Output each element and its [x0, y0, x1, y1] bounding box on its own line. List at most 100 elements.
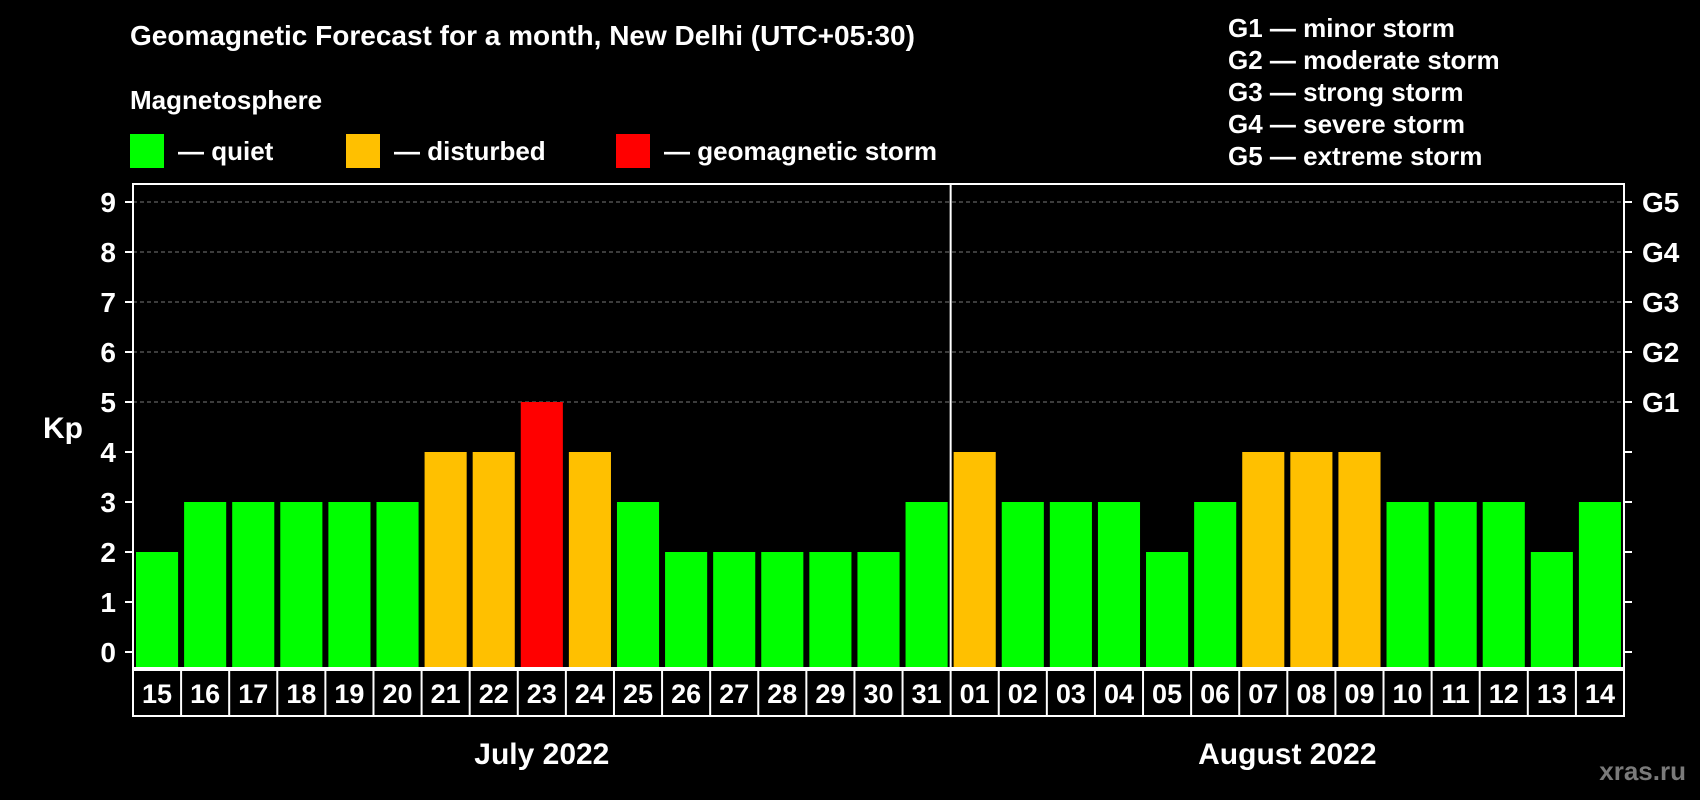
y-tick-label-9: 9 [100, 187, 116, 218]
legend-label-disturbed: — disturbed [394, 135, 546, 166]
x-tick-label-6: 21 [431, 679, 461, 709]
y-tick-label-0: 0 [100, 637, 116, 668]
bar-18 [1001, 502, 1044, 668]
x-tick-label-11: 26 [671, 679, 701, 709]
plot-frame [132, 183, 1625, 669]
bar-9 [568, 452, 611, 668]
x-tick-label-30: 14 [1585, 679, 1615, 709]
g-scale-item-g1: G1 — minor storm [1228, 13, 1455, 43]
legend-swatch-storm [616, 134, 650, 168]
x-tick-label-9: 24 [575, 679, 605, 709]
chart-title: Geomagnetic Forecast for a month, New De… [130, 20, 915, 51]
x-tick-label-7: 22 [479, 679, 509, 709]
bar-14 [809, 552, 852, 668]
x-tick-label-21: 05 [1152, 679, 1182, 709]
x-tick-label-0: 15 [142, 679, 172, 709]
y-tick-label-1: 1 [100, 587, 116, 618]
right-tick-label-g2: G2 [1642, 337, 1679, 368]
bar-10 [616, 502, 660, 668]
legend-swatch-disturbed [346, 134, 380, 168]
bar-28 [1482, 502, 1525, 668]
x-tick-label-5: 20 [383, 679, 413, 709]
bar-13 [761, 552, 804, 668]
x-tick-label-4: 19 [334, 679, 364, 709]
y-tick-label-6: 6 [100, 337, 116, 368]
g-scale-item-g4: G4 — severe storm [1228, 109, 1466, 139]
bar-6 [424, 452, 467, 668]
bar-25 [1338, 452, 1381, 668]
bar-12 [713, 552, 756, 668]
legend-item-quiet: — quiet [130, 134, 273, 168]
right-tick-label-g4: G4 [1642, 237, 1680, 268]
y-tick-label-2: 2 [100, 537, 116, 568]
x-tick-label-15: 30 [863, 679, 893, 709]
bar-3 [280, 502, 323, 668]
y-tick-label-4: 4 [100, 437, 116, 468]
bar-19 [1049, 502, 1092, 668]
x-tick-label-14: 29 [815, 679, 845, 709]
g-scale-item-g5: G5 — extreme storm [1228, 141, 1483, 171]
x-tick-label-16: 31 [912, 679, 942, 709]
x-tick-label-20: 04 [1104, 679, 1134, 709]
x-tick-label-2: 17 [238, 679, 268, 709]
bar-11 [665, 552, 708, 668]
y-tick-label-8: 8 [100, 237, 116, 268]
magnetosphere-label: Magnetosphere [130, 85, 323, 115]
g-scale-legend: G1 — minor storm G2 — moderate storm G3 … [1228, 12, 1500, 172]
right-tick-label-g1: G1 [1642, 387, 1679, 418]
y-tick-label-7: 7 [100, 287, 116, 318]
x-tick-label-28: 12 [1489, 679, 1519, 709]
bar-2 [232, 502, 275, 668]
legend-item-disturbed: — disturbed [346, 134, 546, 168]
bar-26 [1386, 502, 1429, 668]
x-tick-label-29: 13 [1537, 679, 1567, 709]
x-tick-label-23: 07 [1248, 679, 1278, 709]
bar-16 [905, 502, 948, 668]
legend-swatch-quiet [130, 134, 164, 168]
y-tick-label-3: 3 [100, 487, 116, 518]
watermark: xras.ru [1599, 756, 1686, 786]
x-tick-label-22: 06 [1200, 679, 1230, 709]
bar-24 [1290, 452, 1333, 668]
x-tick-label-10: 25 [623, 679, 653, 709]
x-tick-label-19: 03 [1056, 679, 1086, 709]
legend-label-quiet: — quiet [178, 135, 274, 166]
x-tick-label-26: 10 [1393, 679, 1423, 709]
x-tick-label-8: 23 [527, 679, 557, 709]
bar-29 [1530, 552, 1573, 668]
date-row-frame [132, 669, 1625, 717]
x-tick-label-27: 11 [1441, 679, 1470, 709]
bar-23 [1242, 452, 1285, 668]
bar-1 [184, 502, 227, 668]
bar-0 [136, 552, 179, 668]
bar-30 [1578, 502, 1621, 668]
bar-4 [328, 502, 371, 668]
x-tick-label-24: 08 [1296, 679, 1326, 709]
bar-21 [1146, 552, 1189, 668]
legend-label-storm: — geomagnetic storm [664, 135, 938, 166]
x-tick-label-17: 01 [960, 679, 990, 709]
bar-27 [1434, 502, 1477, 668]
x-tick-label-25: 09 [1344, 679, 1374, 709]
right-tick-label-g5: G5 [1642, 187, 1679, 218]
legend-item-storm: — geomagnetic storm [616, 134, 937, 168]
bar-22 [1194, 502, 1237, 668]
g-scale-item-g3: G3 — strong storm [1228, 77, 1464, 107]
x-tick-label-18: 02 [1008, 679, 1038, 709]
bar-20 [1097, 502, 1141, 668]
y-tick-label-5: 5 [100, 387, 116, 418]
right-tick-label-g3: G3 [1642, 287, 1679, 318]
x-tick-label-12: 27 [719, 679, 749, 709]
month-label-0: July 2022 [474, 738, 609, 771]
month-label-1: August 2022 [1198, 738, 1376, 771]
x-tick-label-3: 18 [286, 679, 316, 709]
bar-7 [472, 452, 515, 668]
bar-17 [953, 452, 996, 668]
bar-8 [520, 402, 563, 668]
x-tick-label-1: 16 [190, 679, 220, 709]
bar-5 [376, 502, 419, 668]
g-scale-item-g2: G2 — moderate storm [1228, 45, 1500, 75]
bar-15 [857, 552, 900, 668]
x-tick-label-13: 28 [767, 679, 797, 709]
